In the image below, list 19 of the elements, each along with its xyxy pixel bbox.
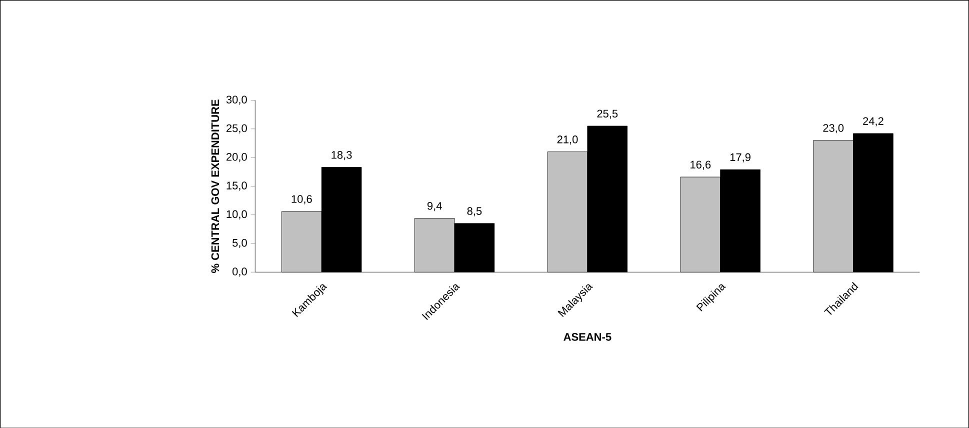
- y-tick-label: 15,0: [226, 181, 247, 191]
- data-label: 25,5: [597, 110, 618, 119]
- data-label: 8,5: [467, 207, 482, 216]
- data-label: 17,9: [730, 153, 750, 162]
- data-label: 24,2: [863, 117, 884, 126]
- x-axis-title: ASEAN-5: [564, 332, 612, 341]
- y-tick-label: 10,0: [226, 210, 247, 220]
- data-label: 18,3: [332, 150, 352, 160]
- data-label: 16,6: [690, 160, 711, 170]
- y-tick-label: 5,0: [232, 238, 247, 248]
- y-tick-label: 0,0: [232, 267, 247, 277]
- data-label: 10,6: [292, 194, 312, 204]
- data-label: 23,0: [823, 124, 844, 133]
- data-label: 21,0: [557, 135, 578, 144]
- y-tick-label: 25,0: [226, 124, 247, 134]
- y-axis-title: % CENTRAL GOV EXPENDITURE: [211, 99, 220, 273]
- y-tick-label: 30,0: [226, 96, 247, 105]
- data-label: 9,4: [427, 202, 442, 211]
- y-tick-label: 20,0: [226, 152, 247, 162]
